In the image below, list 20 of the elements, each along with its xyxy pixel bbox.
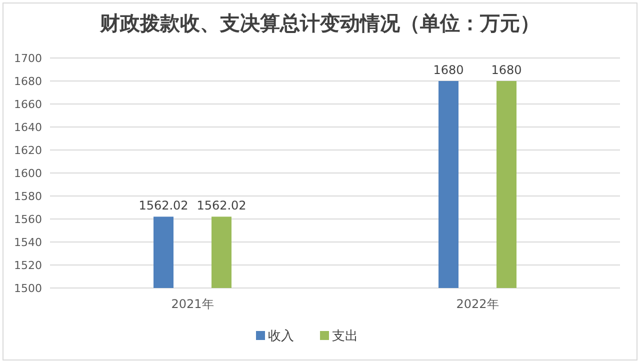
data-label: 1562.02 <box>196 198 246 213</box>
y-tick-label: 1520 <box>14 259 42 272</box>
y-tick-label: 1600 <box>14 167 42 180</box>
y-tick-label: 1560 <box>14 213 42 226</box>
data-label: 1680 <box>491 63 522 77</box>
data-label: 1680 <box>433 63 464 77</box>
y-tick-label: 1580 <box>14 190 42 203</box>
y-tick-label: 1620 <box>14 144 42 157</box>
legend-label: 支出 <box>332 329 358 344</box>
legend-label: 收入 <box>268 329 294 344</box>
data-label: 1562.02 <box>138 198 188 213</box>
y-tick-label: 1680 <box>14 75 42 88</box>
y-tick-label: 1660 <box>14 98 42 111</box>
x-tick-label: 2021年 <box>171 297 214 311</box>
x-tick-label: 2022年 <box>456 297 499 311</box>
chart-title: 财政拨款收、支决算总计变动情况（单位：万元） <box>99 12 540 35</box>
y-tick-label: 1500 <box>14 282 42 295</box>
y-tick-label: 1640 <box>14 121 42 134</box>
y-tick-label: 1540 <box>14 236 42 249</box>
y-tick-label: 1700 <box>14 52 42 65</box>
